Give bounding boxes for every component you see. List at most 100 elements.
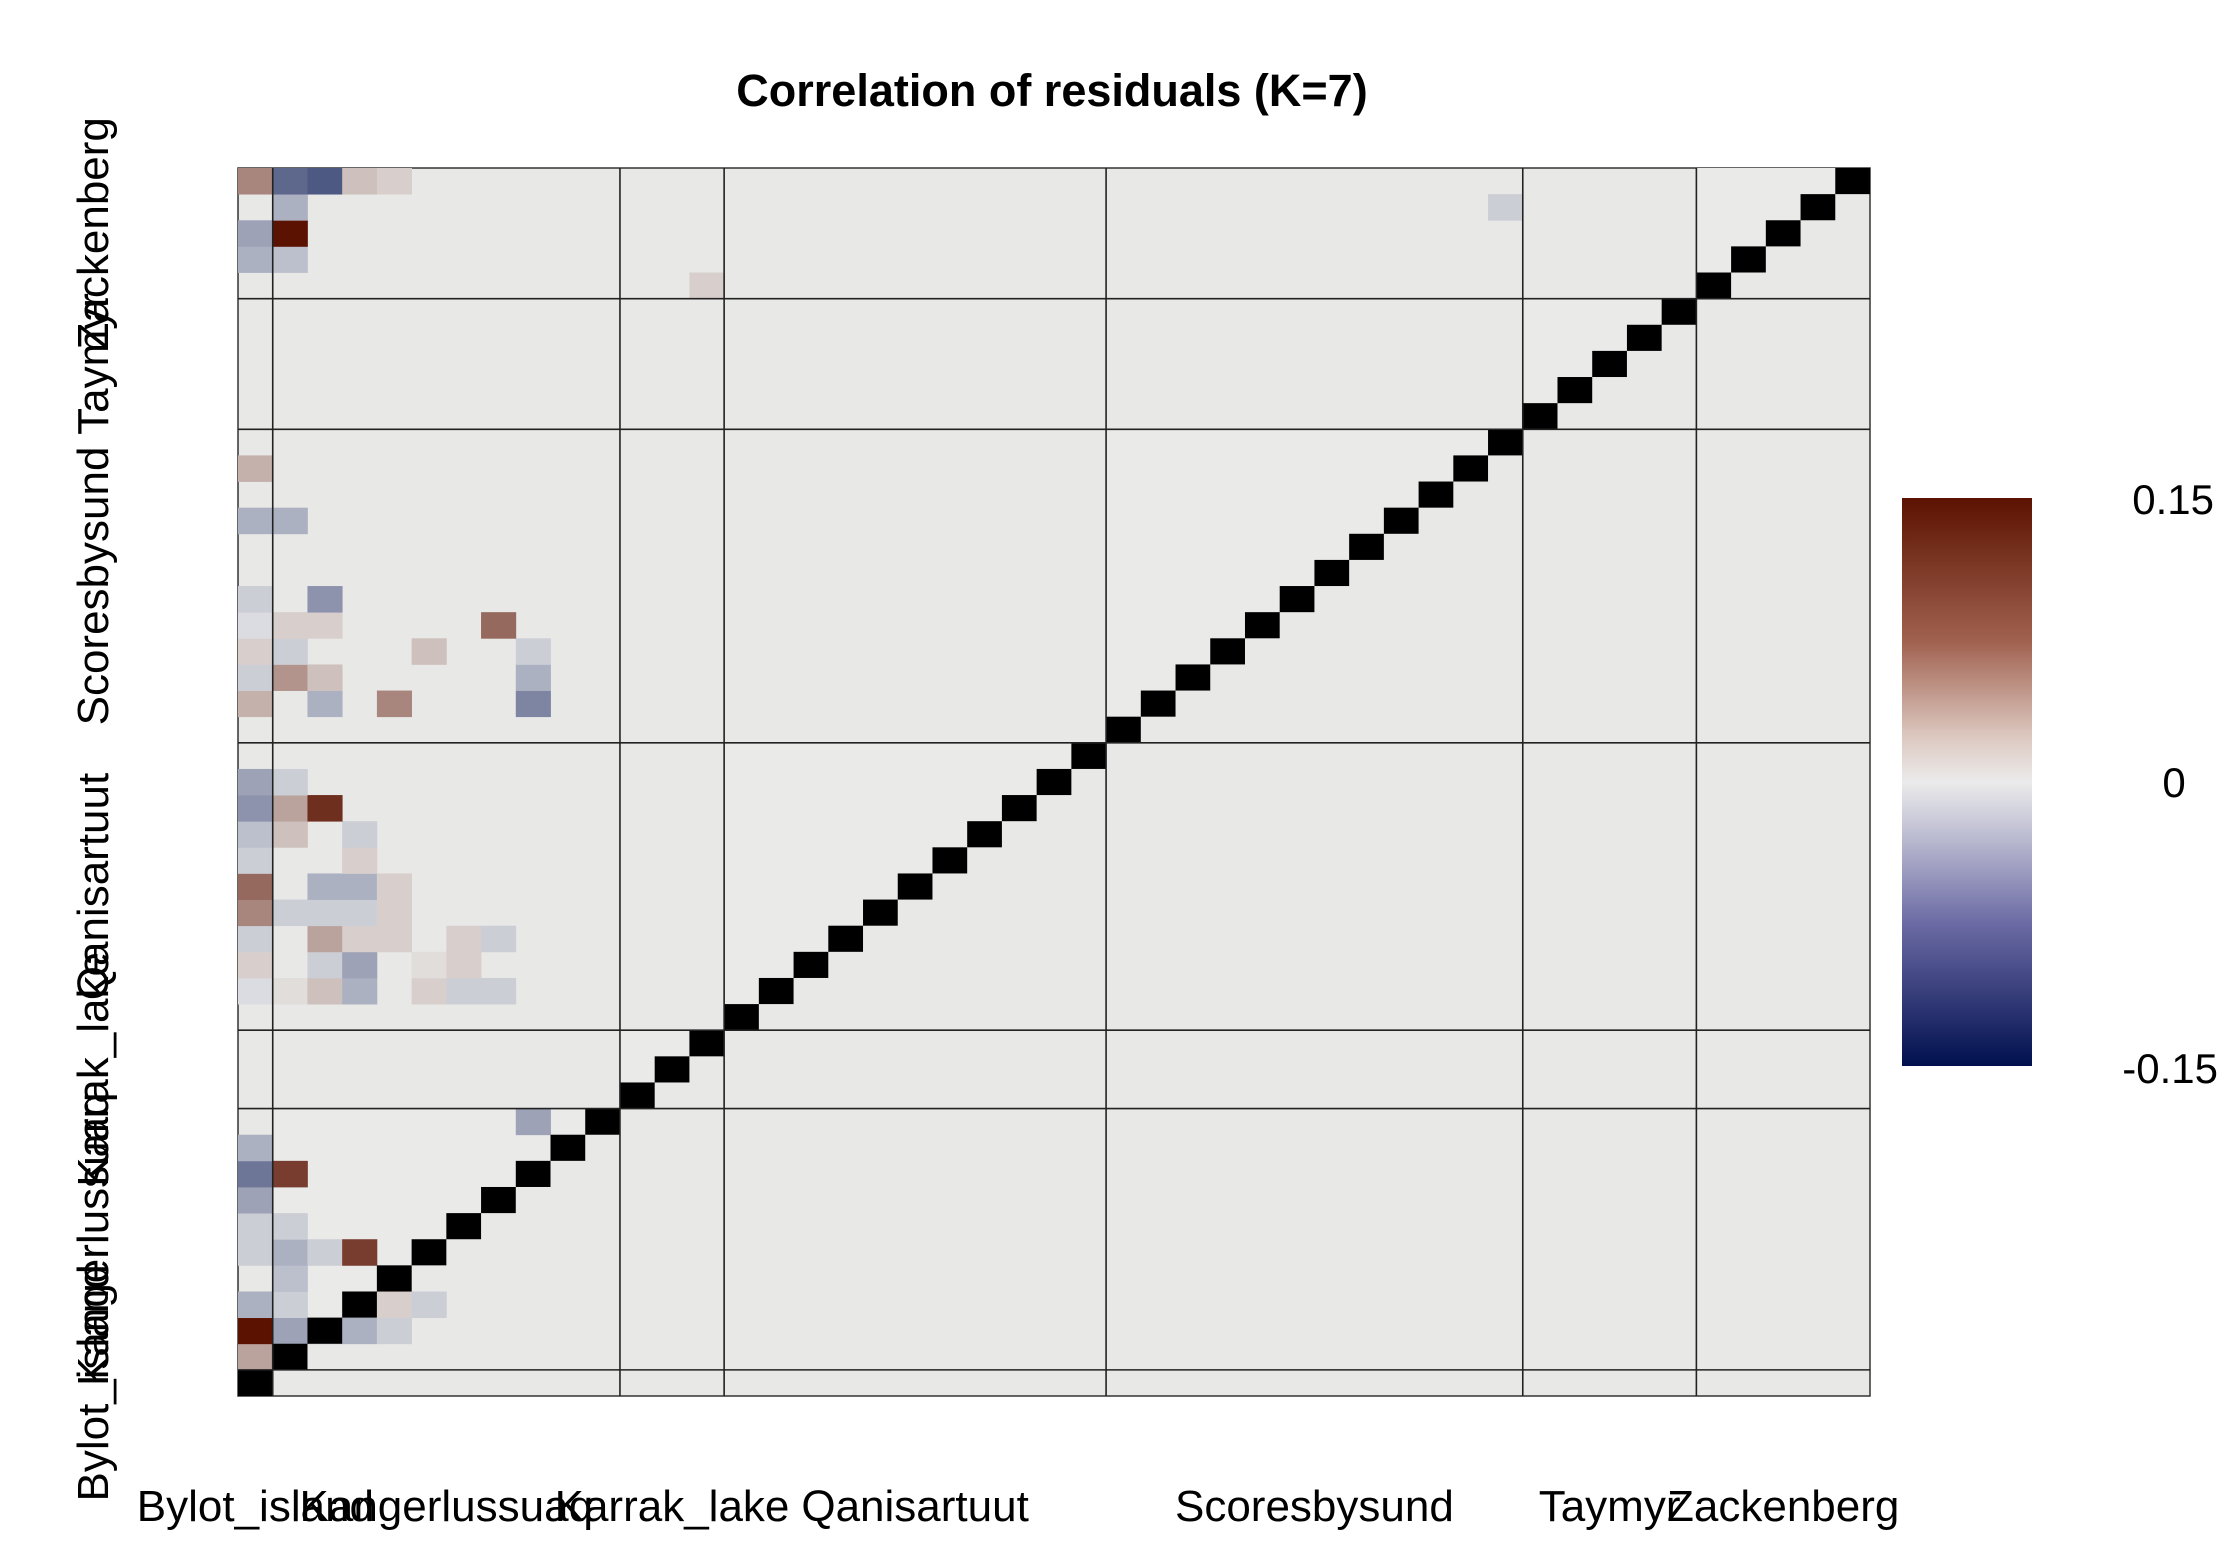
heatmap-cell [689, 272, 725, 300]
heatmap-cell [1800, 168, 1836, 195]
heatmap-cell [897, 742, 933, 770]
heatmap-cell [238, 899, 274, 927]
diagonal-cells [238, 168, 1870, 1396]
heatmap-cell [897, 768, 933, 796]
heatmap-cell [1210, 559, 1246, 587]
heatmap-cell [376, 873, 413, 900]
heatmap-cell [272, 638, 308, 665]
heatmap-cell [1140, 664, 1176, 691]
heatmap-cell [793, 742, 829, 770]
heatmap-cell [272, 220, 308, 247]
heatmap-cell [376, 1317, 413, 1345]
heatmap-cell [307, 586, 343, 613]
heatmap-cell [1106, 612, 1142, 639]
heatmap-cell [1210, 586, 1246, 613]
colorbar-tick-max: 0.15 [2132, 476, 2214, 523]
heatmap-cell [654, 1030, 690, 1057]
heatmap-cell [238, 586, 274, 613]
heatmap-cell [238, 1186, 274, 1214]
heatmap-cell [446, 925, 482, 953]
heatmap-cell [1488, 194, 1524, 221]
heatmap-cell [272, 246, 308, 273]
heatmap-cell [1106, 664, 1142, 691]
heatmap-cell [307, 925, 343, 953]
heatmap-cell [238, 168, 274, 195]
y-tick-label: Taymyr [69, 293, 118, 435]
heatmap-cell [272, 1291, 308, 1319]
heatmap-cell [272, 795, 308, 822]
heatmap-cell [1522, 377, 1558, 404]
heatmap-cell [307, 664, 343, 691]
heatmap-cell [1001, 742, 1038, 770]
heatmap-cell [1279, 533, 1315, 561]
heatmap-cell [1140, 559, 1176, 587]
heatmap-cell [238, 220, 274, 247]
heatmap-cell [411, 977, 447, 1005]
diagonal-cell [1488, 429, 1523, 456]
heatmap-cell [307, 1134, 343, 1162]
heatmap-cell [758, 768, 794, 796]
diagonal-cell [1731, 246, 1766, 273]
heatmap-cell [1279, 455, 1315, 482]
heatmap-cell [376, 1186, 413, 1214]
heatmap-cell [1314, 455, 1350, 482]
heatmap-cell [1106, 533, 1142, 561]
heatmap-cell [238, 1291, 274, 1319]
heatmap-cell [342, 1317, 378, 1345]
heatmap-cell [238, 638, 274, 665]
heatmap-cell [967, 768, 1003, 796]
heatmap-cell [1175, 507, 1211, 535]
heatmap-cell [758, 899, 794, 927]
heatmap-cell [272, 1108, 308, 1136]
heatmap-cell [238, 246, 274, 273]
colorbar-gradient [1902, 498, 2032, 1066]
heatmap-cell [1244, 481, 1281, 509]
heatmap-cell [376, 1134, 413, 1162]
heatmap-cell [238, 951, 274, 979]
diagonal-cell [654, 1056, 690, 1083]
diagonal-cell [1557, 377, 1593, 404]
heatmap-cell [1106, 559, 1142, 587]
heatmap-cell [793, 847, 829, 874]
heatmap-cell [238, 1213, 274, 1240]
heatmap-cell [1696, 246, 1732, 273]
diagonal-cell [863, 899, 898, 926]
x-tick-label: Scoresbysund [1175, 1482, 1454, 1531]
heatmap-cell [238, 873, 274, 900]
heatmap-cell [238, 1343, 274, 1371]
y-tick-labels: Bylot_islandKangerlussuaqKarrak_lakeQani… [69, 117, 118, 1501]
heatmap-cell [1765, 168, 1801, 195]
heatmap-cell [1731, 194, 1767, 221]
diagonal-cell [1314, 559, 1350, 587]
heatmap-cell [342, 925, 378, 953]
heatmap-cell [1279, 559, 1315, 587]
heatmap-cell [272, 768, 308, 796]
heatmap-cell [342, 977, 378, 1005]
heatmap-cell [932, 821, 968, 848]
heatmap-cell [1349, 481, 1385, 509]
heatmap-cell [724, 795, 760, 822]
heatmap-cell [272, 507, 308, 535]
heatmap-cell [342, 1213, 378, 1240]
heatmap-cell [1383, 429, 1419, 456]
heatmap-cell [238, 1239, 274, 1266]
diagonal-cell [1800, 194, 1836, 221]
y-tick-label: Karrak_lake [69, 952, 118, 1187]
heatmap-cell [897, 847, 933, 874]
x-tick-label: Karrak_lake [555, 1482, 790, 1531]
heatmap-cell [411, 1186, 447, 1214]
heatmap-cell [1522, 350, 1558, 378]
heatmap-cell [446, 1186, 482, 1214]
heatmap-cell [1036, 742, 1072, 770]
heatmap-cell [1140, 533, 1176, 561]
heatmap-cell [238, 925, 274, 953]
heatmap-cell [1522, 298, 1558, 326]
heatmap-cell [1557, 298, 1593, 326]
heatmap-cell [446, 1134, 482, 1162]
heatmap-cell [272, 821, 308, 848]
diagonal-cell [1140, 690, 1176, 717]
heatmap-cell [481, 612, 517, 639]
heatmap-cell [1210, 481, 1246, 509]
colorbar: 0.15 0 -0.15 [1902, 476, 2218, 1092]
diagonal-cell [619, 1082, 655, 1109]
